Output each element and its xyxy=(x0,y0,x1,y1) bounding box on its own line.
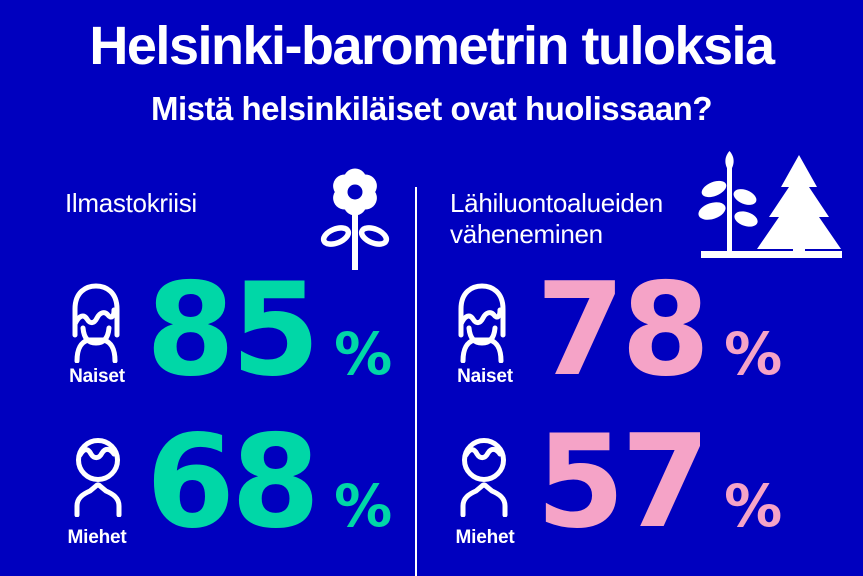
flower-icon xyxy=(320,168,390,270)
woman-icon xyxy=(458,283,506,363)
stat-number: 85 xyxy=(146,256,320,405)
page-subtitle: Mistä helsinkiläiset ovat huolissaan? xyxy=(150,90,713,127)
percent-sign: % xyxy=(334,320,393,388)
group-label-naiset: Naiset xyxy=(457,366,513,387)
percent-sign: % xyxy=(334,472,393,540)
sapling-and-spruce-icon xyxy=(698,151,842,258)
group-label-naiset: Naiset xyxy=(69,366,125,387)
stat-number: 78 xyxy=(536,256,710,405)
column-divider xyxy=(415,187,417,576)
man-icon xyxy=(460,438,508,517)
page-title: Helsinki-barometrin tuloksia xyxy=(89,16,775,76)
stat-value-lahiluonto-naiset: 78 % xyxy=(536,267,782,395)
group-label-miehet: Miehet xyxy=(455,527,515,548)
woman-icon xyxy=(72,283,120,363)
topic-label-lahiluonto: Lähiluontoalueiden väheneminen xyxy=(450,188,663,249)
stat-number: 57 xyxy=(536,408,710,557)
percent-sign: % xyxy=(724,472,783,540)
group-label-miehet: Miehet xyxy=(67,527,127,548)
topic-label-ilmastokriisi: Ilmastokriisi xyxy=(65,188,197,218)
stat-value-ilmastokriisi-miehet: 68 % xyxy=(146,419,392,547)
stat-number: 68 xyxy=(146,408,320,557)
man-icon xyxy=(74,438,122,517)
stat-value-lahiluonto-miehet: 57 % xyxy=(536,419,782,547)
percent-sign: % xyxy=(724,320,783,388)
stat-value-ilmastokriisi-naiset: 85 % xyxy=(146,267,392,395)
